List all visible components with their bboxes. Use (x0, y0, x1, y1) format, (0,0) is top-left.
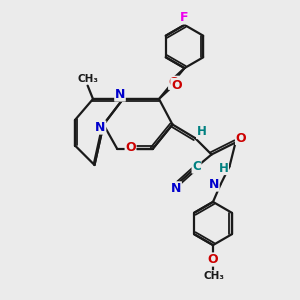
Text: O: O (125, 141, 136, 154)
Text: N: N (115, 88, 125, 101)
Text: H: H (197, 125, 206, 139)
Text: N: N (95, 121, 106, 134)
Text: H: H (219, 161, 228, 175)
Text: C: C (192, 160, 201, 173)
Text: O: O (169, 76, 179, 89)
Text: CH₃: CH₃ (77, 74, 98, 84)
Text: O: O (208, 253, 218, 266)
Text: O: O (171, 79, 181, 92)
Text: N: N (209, 178, 219, 191)
Text: O: O (236, 131, 246, 145)
Text: CH₃: CH₃ (204, 271, 225, 281)
Text: F: F (180, 11, 189, 24)
Text: N: N (171, 182, 181, 195)
